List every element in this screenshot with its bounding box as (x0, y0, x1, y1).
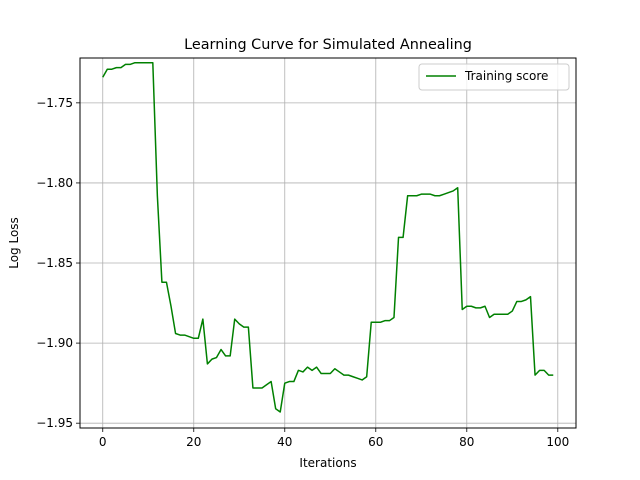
y-tick-label: −1.95 (36, 416, 73, 430)
x-tick-label: 20 (186, 435, 201, 449)
chart-title: Learning Curve for Simulated Annealing (184, 37, 472, 53)
series-layer (102, 62, 554, 413)
y-axis: −1.75 −1.80 −1.85 −1.90 −1.95 (36, 96, 80, 430)
x-tick-label: 0 (99, 435, 107, 449)
x-tick-label: 100 (546, 435, 569, 449)
plot-area (80, 58, 576, 428)
x-axis-title: Iterations (299, 456, 356, 470)
plot-frame (79, 57, 577, 429)
legend-label-training-score: Training score (464, 69, 548, 83)
x-tick-label: 60 (368, 435, 383, 449)
y-tick-label: −1.90 (36, 336, 73, 350)
y-tick-label: −1.85 (36, 256, 73, 270)
y-tick-label: −1.80 (36, 176, 73, 190)
legend: Training score (418, 63, 570, 91)
y-axis-title: Log Loss (7, 217, 21, 269)
x-tick-label: 80 (459, 435, 474, 449)
x-tick-label: 40 (277, 435, 292, 449)
x-axis: 0 20 40 60 80 100 (99, 428, 569, 449)
grid-lines (80, 58, 576, 428)
y-tick-label: −1.75 (36, 96, 73, 110)
legend-box (418, 63, 570, 91)
series-line-training-score (102, 62, 554, 413)
